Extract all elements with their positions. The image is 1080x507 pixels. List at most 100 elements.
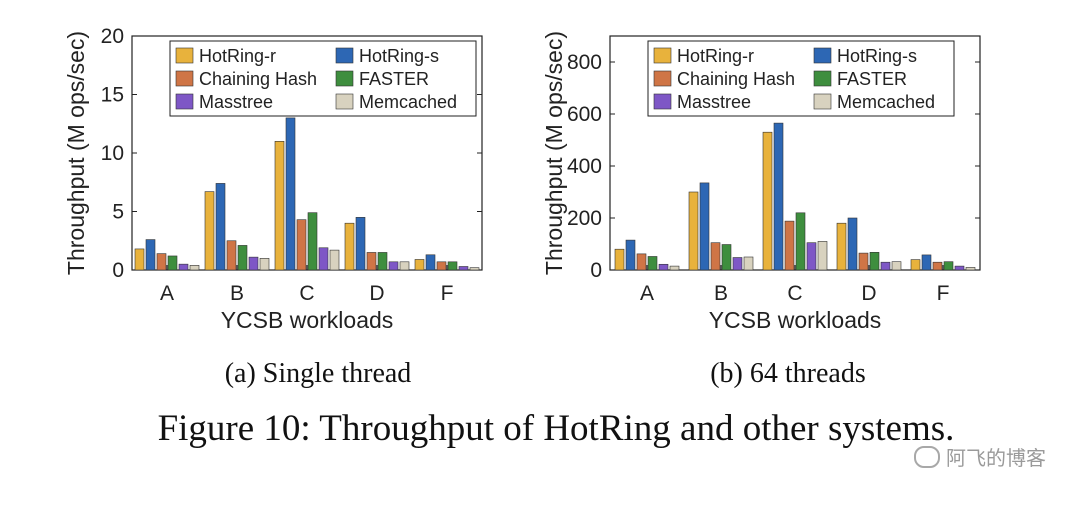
- bar-masstree: [658, 263, 669, 271]
- bar-faster: [447, 261, 458, 271]
- bar-hotring-s: [425, 254, 436, 271]
- y-axis-label: Throughput (M ops/sec): [63, 31, 89, 275]
- bar-memcached: [669, 265, 680, 271]
- bar-chaining-hash: [858, 252, 869, 271]
- y-tick-label: 10: [101, 142, 124, 165]
- bar-chaining-hash: [784, 220, 795, 271]
- bar-hotring-r: [688, 191, 699, 271]
- legend-swatch: [653, 93, 672, 110]
- x-tick-label: C: [787, 282, 802, 305]
- watermark: 阿飞的博客: [914, 442, 1046, 471]
- bar-hotring-s: [145, 239, 156, 271]
- bar-faster: [307, 212, 318, 271]
- y-tick-label: 600: [567, 103, 602, 126]
- bar-hotring-r: [344, 222, 355, 271]
- panel-64-threads: 0 200 400 600 800 A B C D F YCSB workloads Throughp…: [541, 31, 981, 389]
- x-tick-label: D: [861, 282, 876, 305]
- bar-chaining-hash: [226, 240, 237, 271]
- bar-hotring-s: [921, 254, 932, 271]
- bar-faster: [167, 255, 178, 271]
- bar-memcached: [743, 256, 754, 271]
- x-tick-label: A: [160, 282, 174, 305]
- legend-label: Masstree: [199, 92, 273, 112]
- legend-swatch: [813, 47, 832, 64]
- legend-swatch: [335, 70, 354, 87]
- subcaption: (a) Single thread: [225, 358, 412, 389]
- x-tick-label: C: [299, 282, 314, 305]
- bar-hotring-r: [204, 191, 215, 271]
- legend-label: Masstree: [677, 92, 751, 112]
- legend-swatch: [175, 93, 194, 110]
- legend-label: HotRing-s: [359, 46, 439, 66]
- bar-hotring-s: [847, 217, 858, 271]
- legend-label: Chaining Hash: [199, 69, 317, 89]
- x-axis-label: YCSB workloads: [709, 307, 882, 333]
- y-axis-label: Throughput (M ops/sec): [541, 31, 567, 275]
- legend-label: Memcached: [359, 92, 457, 112]
- bar-hotring-r: [614, 248, 625, 271]
- x-tick-label: A: [640, 282, 654, 305]
- bar-memcached: [817, 241, 828, 271]
- bar-chaining-hash: [156, 253, 167, 271]
- chat-bubble-icon: [914, 445, 940, 468]
- bar-faster: [237, 245, 248, 271]
- legend-swatch: [653, 70, 672, 87]
- bar-hotring-r: [762, 131, 773, 271]
- legend-label: Memcached: [837, 92, 935, 112]
- x-tick-label: B: [230, 282, 244, 305]
- bar-masstree: [458, 266, 469, 271]
- bar-chaining-hash: [296, 219, 307, 271]
- bar-masstree: [248, 256, 259, 271]
- bar-chaining-hash: [636, 253, 647, 271]
- x-tick-label: F: [441, 282, 454, 305]
- legend-box: [647, 40, 955, 117]
- x-tick-label: B: [714, 282, 728, 305]
- bar-chaining-hash: [710, 242, 721, 271]
- figure-caption: Figure 10: Throughput of HotRing and oth…: [158, 408, 955, 449]
- legend-label: Chaining Hash: [677, 69, 795, 89]
- legend-label: FASTER: [359, 69, 429, 89]
- bar-chaining-hash: [436, 261, 447, 271]
- bar-hotring-s: [773, 122, 784, 271]
- legend-box: [169, 40, 477, 117]
- legend-swatch: [335, 93, 354, 110]
- bar-hotring-r: [414, 259, 425, 271]
- bar-masstree: [880, 261, 891, 271]
- bar-hotring-s: [215, 183, 226, 271]
- panel-single-thread: 0 5 10 15 20 A B C D F YCSB workloads Throughput (M…: [63, 25, 483, 389]
- legend-label: HotRing-s: [837, 46, 917, 66]
- bar-faster: [795, 212, 806, 271]
- subcaption: (b) 64 threads: [710, 358, 866, 389]
- watermark-text: 阿飞的博客: [946, 446, 1046, 470]
- x-tick-label: F: [937, 282, 950, 305]
- bar-memcached: [399, 261, 410, 271]
- bar-faster: [943, 261, 954, 271]
- bar-faster: [377, 252, 388, 271]
- bar-masstree: [178, 263, 189, 271]
- legend-swatch: [653, 47, 672, 64]
- bar-chaining-hash: [366, 252, 377, 271]
- legend-swatch: [813, 70, 832, 87]
- legend-label: HotRing-r: [199, 46, 276, 66]
- y-tick-label: 0: [590, 259, 602, 282]
- legend-swatch: [175, 47, 194, 64]
- y-tick-label: 200: [567, 207, 602, 230]
- bar-masstree: [388, 261, 399, 271]
- bar-masstree: [732, 257, 743, 271]
- bar-hotring-s: [625, 239, 636, 271]
- y-tick-label: 400: [567, 155, 602, 178]
- bar-hotring-s: [699, 182, 710, 271]
- bar-faster: [647, 256, 658, 271]
- bar-masstree: [954, 265, 965, 271]
- legend-swatch: [335, 47, 354, 64]
- bar-memcached: [469, 267, 480, 271]
- bar-memcached: [965, 267, 976, 271]
- y-tick-label: 0: [112, 259, 124, 282]
- bar-faster: [721, 244, 732, 271]
- bar-hotring-r: [836, 222, 847, 271]
- bar-memcached: [259, 257, 270, 271]
- legend-label: FASTER: [837, 69, 907, 89]
- bar-masstree: [806, 242, 817, 271]
- x-tick-label: D: [369, 282, 384, 305]
